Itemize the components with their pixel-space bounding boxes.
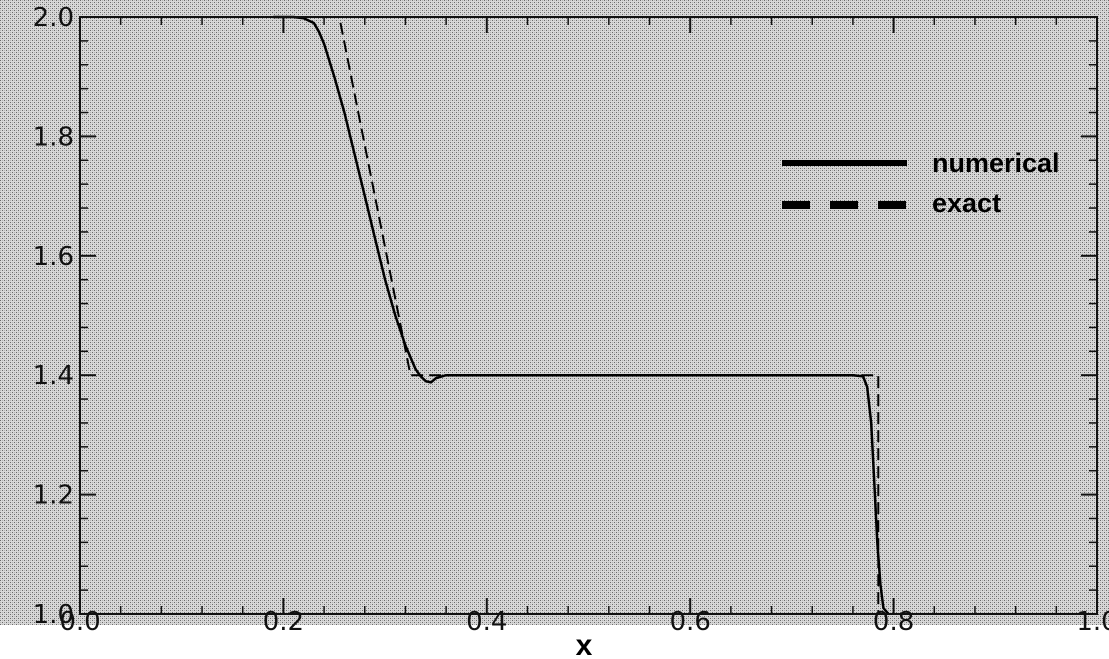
legend-label-exact: exact: [932, 188, 1001, 218]
y-tick-label: 1.8: [33, 122, 74, 152]
y-tick-labels: 1.0 1.2 1.4 1.6 1.8 2.0: [33, 3, 74, 630]
x-tick-label: 0.8: [873, 607, 914, 637]
y-tick-label: 1.2: [33, 481, 74, 511]
legend: numerical exact: [782, 148, 1060, 218]
x-axis-label: x: [576, 629, 593, 659]
x-tick-label: 0.2: [263, 607, 304, 637]
ticks: [79, 16, 1098, 615]
legend-label-numerical: numerical: [932, 148, 1060, 178]
y-tick-label: 2.0: [33, 3, 74, 33]
x-tick-labels: 0.0 0.2 0.4 0.6 0.8 1.0: [59, 607, 1109, 637]
x-tick-label: 1.0: [1076, 607, 1109, 637]
x-tick-label: 0.6: [670, 607, 711, 637]
y-tick-label: 1.0: [33, 600, 74, 630]
y-tick-label: 1.4: [33, 361, 74, 391]
series-line-numerical: [273, 15, 890, 615]
plot-frame: [79, 16, 1098, 615]
x-tick-label: 0.0: [59, 607, 100, 637]
y-tick-label: 1.6: [33, 242, 74, 272]
x-tick-label: 0.4: [466, 607, 507, 637]
plot-area: [80, 17, 1097, 614]
